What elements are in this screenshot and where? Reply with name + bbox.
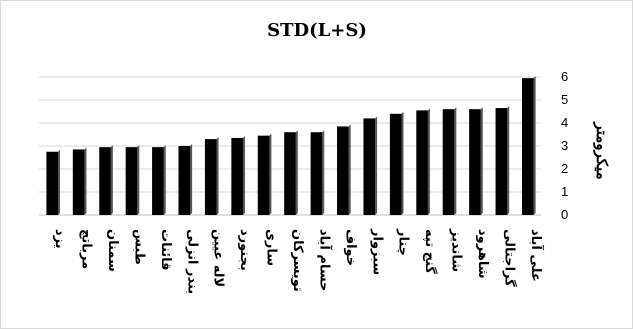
category-label: گنج تپه [422,229,438,274]
bar-side [480,107,483,215]
bar [389,113,402,215]
bar [310,132,323,215]
bar [521,78,534,216]
bar [99,147,111,215]
bar [152,147,164,215]
bar-side [58,149,61,215]
bar-side [137,145,140,215]
bar [72,149,85,215]
category-label: یزد [52,229,67,249]
bar [46,151,59,215]
y-axis-label: میکرومتر [593,121,611,179]
bar [363,118,376,215]
category-label: علی آباد [528,229,545,282]
category-label: بندر انزلی [184,229,199,294]
bar [284,132,296,215]
y-tick-label: 6 [561,69,568,84]
bar [442,109,455,215]
bar [231,137,243,215]
y-tick-label: 1 [561,184,568,199]
bar [469,109,481,215]
y-tick-labels: 0 1 2 3 4 5 6 [561,69,568,222]
bar-side [190,144,193,215]
category-label: تویسرکان [290,229,305,292]
category-label: قائنات [158,229,173,271]
bar-side [242,135,245,215]
bar [204,139,217,215]
category-label: بجنورد [237,229,252,271]
bar [337,126,349,215]
bars [46,76,536,216]
bar-side [348,124,351,215]
category-label: چنار [396,228,411,256]
category-label: خواف [343,229,358,266]
bar [178,146,191,215]
bar-side [322,130,325,215]
y-tick-label: 4 [561,115,568,130]
y-tick-label: 2 [561,161,568,176]
bar-side [375,116,378,215]
bar-side [427,108,430,215]
chart-title: STD(L+S) [267,20,367,41]
bar [416,110,428,215]
bar-side [454,107,457,215]
category-label: لاله عیین [211,229,226,287]
category-label: سبزوار [369,228,384,275]
category-label: شاندیز [449,228,464,272]
category-label: طبس [131,229,146,265]
category-label: شاهرود [475,229,490,279]
bar-side [401,111,404,215]
category-labels: یزد مرباتچ سمنان طبس قائنات بندر انزلی لاله عی… [52,228,545,294]
bar-side [295,130,298,215]
bar-side [507,106,510,215]
category-label: سمنان [105,229,120,272]
category-label: ساری [264,229,279,266]
y-tick-label: 5 [561,92,568,107]
bar [125,147,138,215]
category-label: حسام آباد [316,229,333,291]
bar-side [216,137,219,215]
y-tick-label: 3 [561,138,568,153]
bar [495,108,508,215]
bar-side [84,147,87,215]
category-label: گراجتالی [501,229,517,287]
bar-side [533,76,536,216]
y-tick-label: 0 [561,207,568,222]
bar-side [110,145,113,215]
bar-side [163,145,166,215]
bar [257,135,270,215]
category-label: مرباتچ [79,229,94,269]
bar-side [269,133,272,215]
